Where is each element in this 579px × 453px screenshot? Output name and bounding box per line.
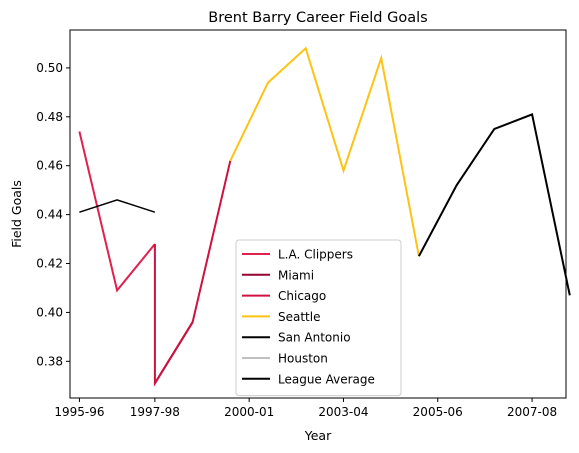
legend-label-league-average: League Average <box>278 372 375 386</box>
x-axis-label: Year <box>304 428 332 443</box>
x-tick-label: 2007-08 <box>507 405 557 419</box>
x-tick-label: 1997-98 <box>130 405 180 419</box>
legend-label-seattle: Seattle <box>278 310 320 324</box>
y-axis: 0.38 0.40 0.42 0.44 0.46 0.48 0.50 <box>36 61 70 368</box>
y-tick-label: 0.44 <box>36 208 63 222</box>
legend-box <box>235 239 402 397</box>
plot-frame <box>69 29 567 399</box>
x-tick-label: 2003-04 <box>318 405 368 419</box>
y-tick-label: 0.38 <box>36 354 63 368</box>
y-axis-label: Field Goals <box>9 180 24 248</box>
chart-title: Brent Barry Career Field Goals <box>208 10 427 26</box>
y-tick-label: 0.42 <box>36 257 63 271</box>
series-line-seattle <box>229 46 420 257</box>
legend-label-miami: Miami <box>278 268 314 282</box>
x-tick-label: 2000-01 <box>224 405 274 419</box>
series-line-league-average <box>79 199 156 213</box>
series-line-san-antonio <box>418 113 571 296</box>
y-tick-label: 0.48 <box>36 110 63 124</box>
legend-label-houston: Houston <box>278 352 328 366</box>
y-tick-label: 0.50 <box>36 61 63 75</box>
series-line-l-a-clippers <box>78 131 156 293</box>
legend-label-san-antonio: San Antonio <box>278 331 351 345</box>
legend-label-chicago: Chicago <box>278 289 326 303</box>
legend: L.A. Clippers Miami Chicago Seattle San Anto… <box>235 239 402 397</box>
y-tick-label: 0.40 <box>36 305 63 319</box>
y-tick-label: 0.46 <box>36 159 63 173</box>
x-tick-label: 1995-96 <box>54 405 104 419</box>
series-line-chicago <box>153 160 232 387</box>
x-axis: 1995-96 1997-98 2000-01 2003-04 2005-06 2007-… <box>54 398 557 419</box>
legend-label-l-a-clippers: L.A. Clippers <box>278 248 353 262</box>
x-tick-label: 2005-06 <box>413 405 463 419</box>
plot-lines <box>78 46 571 387</box>
